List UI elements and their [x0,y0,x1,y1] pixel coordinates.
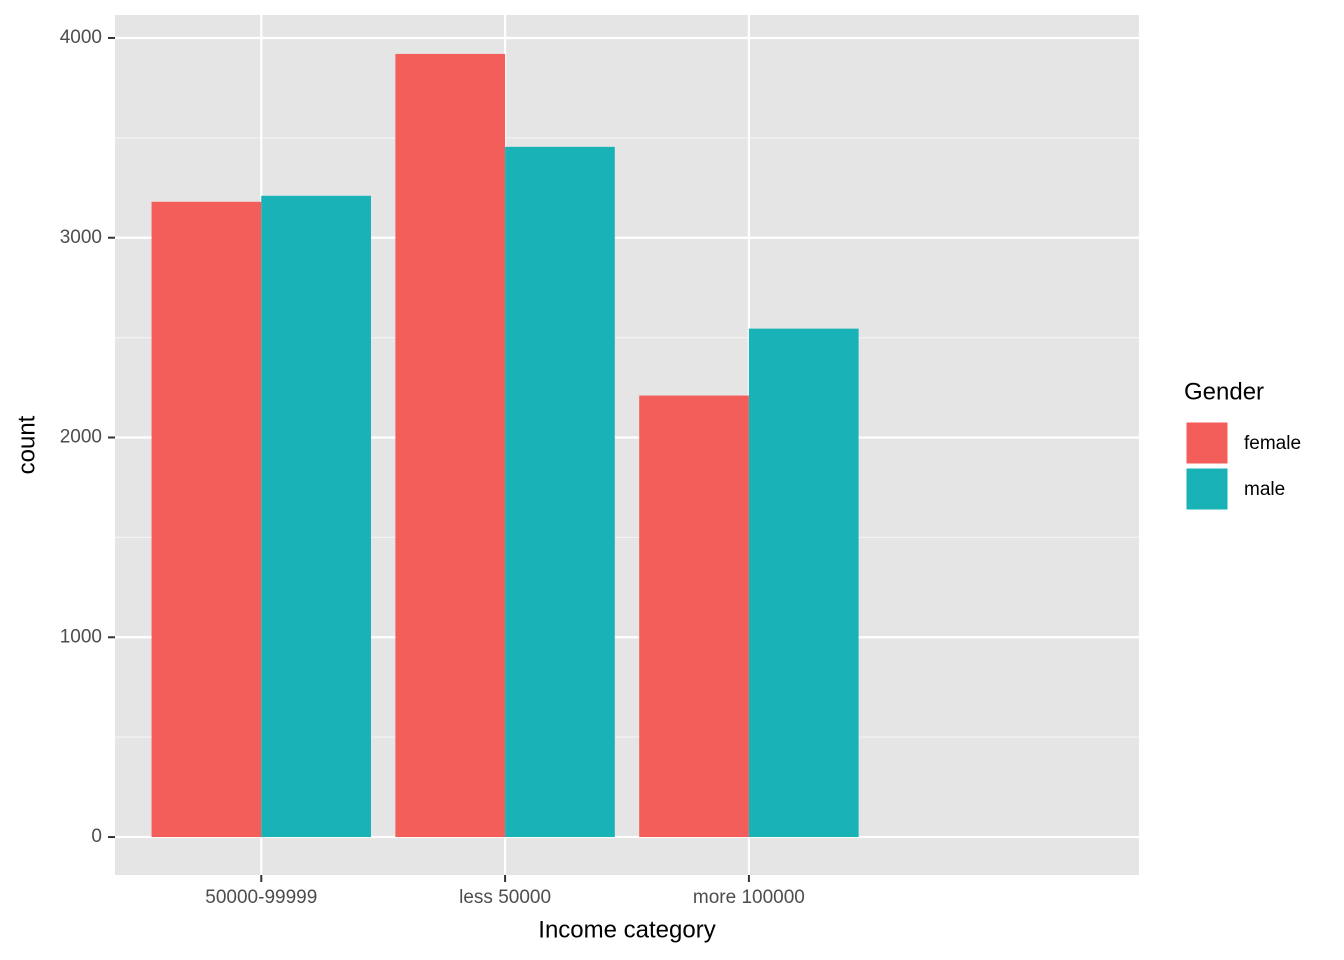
bar [261,195,371,838]
bar [639,395,749,838]
legend-key [1185,421,1229,465]
x-axis-title: Income category [538,916,715,943]
y-axis-title: count [13,415,40,474]
y-tick-label: 4000 [60,27,102,48]
bar [748,328,859,838]
bar [505,146,615,838]
legend-label: male [1244,479,1285,500]
y-tick-label: 2000 [60,427,102,448]
y-tick-label: 0 [91,826,102,847]
legend-label: female [1244,433,1301,454]
bar [395,53,506,838]
x-tick-label: 50000-99999 [205,887,317,908]
legend-key [1185,467,1229,511]
x-tick-label: more 100000 [693,887,805,908]
bar [151,201,262,838]
legend-title: Gender [1184,378,1264,405]
y-tick-label: 1000 [60,626,102,647]
x-tick-label: less 50000 [459,887,551,908]
y-tick-label: 3000 [60,227,102,248]
